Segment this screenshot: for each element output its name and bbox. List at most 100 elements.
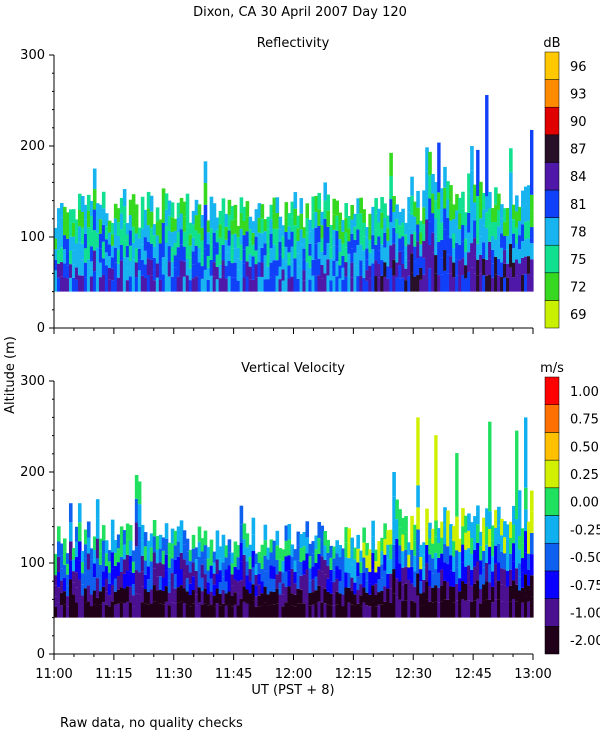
heatmap-cell [518, 535, 522, 550]
heatmap-cell [62, 578, 67, 592]
heatmap-cell [515, 195, 519, 212]
heatmap-cell [170, 602, 175, 618]
heatmap-cell [479, 236, 483, 255]
heatmap-cell [512, 580, 516, 599]
heatmap-cell [467, 252, 471, 272]
heatmap-cell [413, 586, 417, 603]
heatmap-cell [470, 194, 474, 219]
heatmap-cell [89, 559, 94, 572]
heatmap-cell [383, 570, 387, 587]
heatmap-cell [347, 279, 351, 292]
heatmap-cell [233, 579, 238, 593]
heatmap-cell [236, 269, 241, 281]
heatmap-cell [344, 247, 348, 263]
heatmap-cell [524, 256, 528, 275]
heatmap-cell [482, 584, 486, 601]
heatmap-cell [185, 578, 190, 592]
heatmap-cell [404, 280, 408, 292]
heatmap-cell [77, 193, 82, 211]
heatmap-cell [311, 592, 316, 605]
heatmap-cell [221, 562, 226, 577]
heatmap-cell [206, 232, 211, 245]
heatmap-cell [158, 255, 163, 268]
heatmap-cell [281, 549, 286, 561]
reflectivity-title: Reflectivity [257, 36, 330, 51]
heatmap-cell [59, 232, 64, 248]
heatmap-cell [203, 226, 208, 249]
heatmap-cell [254, 596, 259, 607]
heatmap-cell [347, 602, 351, 618]
heatmap-cell [488, 191, 492, 209]
heatmap-cell [269, 262, 274, 278]
heatmap-cell [404, 566, 408, 584]
heatmap-cell [389, 588, 393, 603]
heatmap-cell [74, 243, 79, 256]
heatmap-cell [98, 219, 103, 234]
heatmap-cell [440, 585, 444, 602]
heatmap-cell [503, 235, 507, 250]
heatmap-cell [497, 226, 501, 243]
heatmap-cell [431, 602, 435, 618]
heatmap-cell [494, 222, 498, 240]
heatmap-cell [500, 601, 504, 618]
heatmap-cell [62, 235, 67, 250]
heatmap-cell [395, 558, 399, 579]
heatmap-cell [440, 222, 444, 240]
heatmap-cell [509, 601, 513, 618]
heatmap-cell [380, 260, 384, 276]
heatmap-cell [458, 275, 462, 292]
heatmap-cell [104, 278, 109, 292]
heatmap-cell [278, 594, 283, 607]
heatmap-cell [308, 580, 313, 594]
heatmap-cell [179, 536, 184, 553]
heatmap-cell [347, 266, 351, 280]
heatmap-cell [68, 250, 73, 265]
heatmap-cell [326, 604, 331, 618]
heatmap-cell [299, 229, 304, 245]
heatmap-cell [155, 235, 160, 250]
heatmap-cell [245, 603, 250, 618]
heatmap-cell [389, 152, 393, 176]
heatmap-cell [467, 173, 471, 194]
heatmap-cell [203, 603, 208, 618]
velocity-colorbar: -2.00-1.00-0.75-0.50-0.250.000.250.500.7… [544, 376, 600, 655]
heatmap-cell [230, 563, 235, 575]
heatmap-cell [518, 221, 522, 236]
heatmap-cell [368, 226, 372, 240]
heatmap-cell [284, 586, 289, 603]
heatmap-cell [54, 596, 58, 607]
heatmap-cell [158, 219, 163, 232]
heatmap-cell [500, 204, 504, 219]
heatmap-cell [131, 550, 136, 562]
heatmap-cell [80, 550, 85, 563]
heatmap-cell [476, 259, 480, 276]
heatmap-cell [326, 275, 331, 292]
heatmap-cell [107, 595, 112, 607]
heatmap-cell [443, 187, 447, 209]
heatmap-cell [290, 593, 295, 606]
heatmap-cell [140, 555, 145, 572]
heatmap-cell [158, 562, 163, 577]
heatmap-cell [80, 606, 85, 618]
heatmap-cell [302, 227, 307, 238]
heatmap-cell [455, 194, 459, 211]
heatmap-cell [356, 229, 360, 245]
heatmap-cell [323, 603, 328, 618]
heatmap-cell [425, 544, 429, 564]
heatmap-cell [215, 603, 220, 618]
heatmap-cell [353, 570, 357, 583]
heatmap-cell [278, 266, 283, 280]
heatmap-cell [233, 248, 238, 263]
heatmap-cell [446, 217, 450, 237]
heatmap-cell [395, 233, 399, 249]
heatmap-cell [512, 598, 516, 618]
heatmap-cell [518, 277, 522, 292]
heatmap-cell [260, 277, 265, 292]
heatmap-cell [431, 232, 435, 253]
heatmap-cell [134, 522, 139, 547]
heatmap-cell [284, 231, 289, 247]
heatmap-cell [149, 211, 154, 228]
heatmap-cell [470, 569, 474, 586]
heatmap-cell [80, 584, 85, 596]
heatmap-cell [230, 585, 235, 596]
